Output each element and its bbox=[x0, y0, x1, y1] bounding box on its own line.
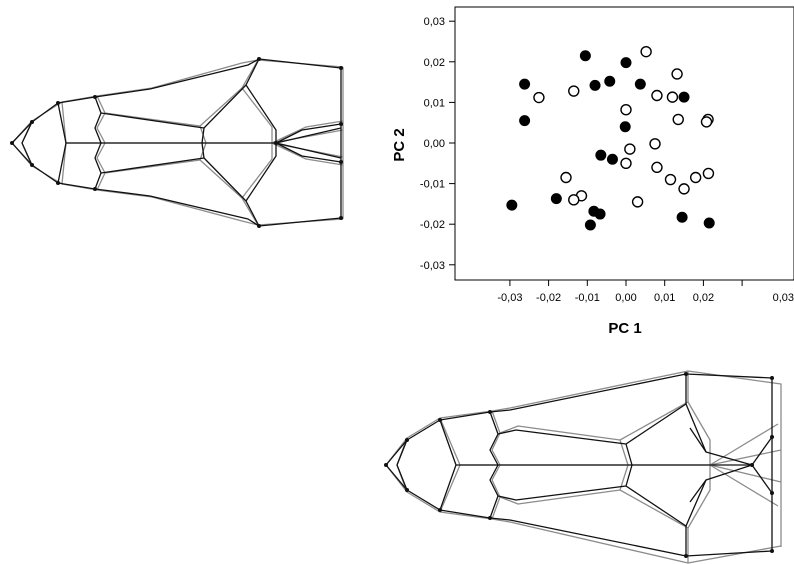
filled-data-point bbox=[579, 50, 591, 62]
y-tick-label: 0,01 bbox=[424, 97, 445, 109]
y-tick-label: -0,01 bbox=[420, 179, 445, 191]
open-data-point bbox=[620, 157, 632, 170]
open-data-point bbox=[689, 171, 702, 184]
filled-data-point bbox=[589, 79, 601, 91]
filled-data-point bbox=[584, 219, 596, 231]
filled-data-point bbox=[594, 208, 606, 220]
open-data-point bbox=[651, 161, 663, 174]
open-data-point bbox=[631, 196, 644, 208]
open-data-point bbox=[651, 89, 663, 102]
filled-data-point bbox=[550, 193, 562, 205]
filled-data-point bbox=[519, 115, 531, 127]
open-data-point bbox=[664, 173, 677, 186]
data-points bbox=[506, 45, 715, 231]
filled-data-point bbox=[606, 153, 618, 165]
target-shape-outline bbox=[385, 373, 773, 557]
x-axis-label: PC 1 bbox=[608, 320, 641, 337]
y-axis-ticks: 0,03 0,02 0,01 0,00 -0,01 -0,02 -0,03 bbox=[420, 16, 455, 272]
y-tick-label: 0,00 bbox=[424, 138, 445, 150]
top-left-landmark-wireframe bbox=[10, 57, 344, 228]
x-tick-label: -0,03 bbox=[497, 292, 522, 304]
filled-data-point bbox=[676, 211, 688, 223]
open-data-point bbox=[671, 68, 683, 80]
landmark-points bbox=[10, 57, 343, 228]
open-data-point bbox=[666, 91, 679, 103]
filled-data-point bbox=[506, 199, 518, 211]
x-tick-label: 0,02 bbox=[693, 292, 714, 304]
y-axis-label: PC 2 bbox=[391, 128, 408, 161]
x-tick-label: -0,01 bbox=[575, 292, 600, 304]
y-tick-label: 0,02 bbox=[424, 57, 445, 69]
open-data-point bbox=[624, 143, 636, 155]
open-data-point bbox=[702, 167, 715, 180]
filled-data-point bbox=[634, 78, 646, 90]
x-tick-label: -0,02 bbox=[536, 292, 561, 304]
open-data-point bbox=[672, 113, 684, 126]
filled-data-point bbox=[620, 57, 632, 69]
y-tick-label: -0,03 bbox=[420, 260, 445, 272]
x-tick-label: 0,03 bbox=[773, 292, 794, 304]
plot-frame bbox=[454, 6, 794, 281]
reference-shape-outline bbox=[385, 370, 782, 564]
scatter-plot: 0,030,020,010,00-0,01-0,02-0,03 -0,03 -0,… bbox=[391, 6, 794, 337]
y-tick-label: 0,03 bbox=[424, 16, 445, 28]
open-data-point bbox=[620, 104, 632, 116]
filled-data-point bbox=[703, 217, 715, 229]
open-data-point bbox=[678, 183, 690, 195]
x-axis-ticks: -0,03 -0,02 -0,01 0,00 0,01 0,02 0,03 bbox=[497, 280, 794, 304]
open-data-point bbox=[700, 116, 713, 128]
filled-data-point bbox=[619, 121, 631, 133]
open-data-point bbox=[568, 85, 580, 97]
x-tick-label: 0,01 bbox=[654, 292, 675, 304]
x-tick-label: 0,00 bbox=[615, 292, 636, 304]
open-data-point bbox=[640, 45, 652, 58]
open-data-point bbox=[533, 91, 545, 104]
open-data-point bbox=[568, 194, 580, 206]
bottom-right-landmark-wireframe bbox=[384, 370, 782, 564]
filled-data-point bbox=[519, 78, 531, 90]
y-tick-label: -0,02 bbox=[420, 219, 445, 231]
target-shape-outline bbox=[11, 58, 342, 227]
filled-data-point bbox=[595, 149, 607, 161]
landmark-points bbox=[384, 372, 774, 558]
open-data-point bbox=[560, 171, 572, 184]
filled-data-point bbox=[604, 75, 616, 87]
open-data-point bbox=[649, 138, 661, 150]
filled-data-point bbox=[678, 91, 690, 103]
